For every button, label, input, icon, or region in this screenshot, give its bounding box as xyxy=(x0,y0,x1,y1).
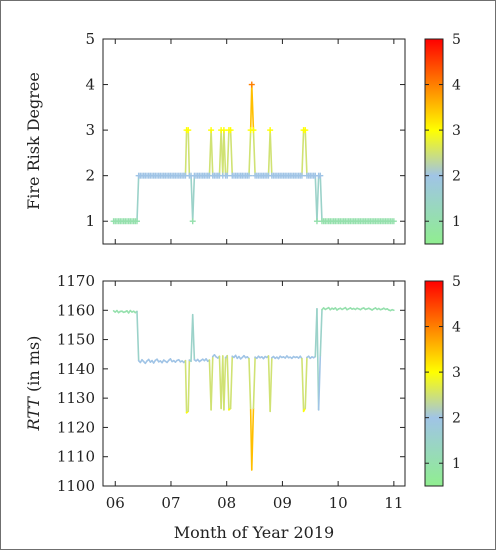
colorbar-tick-label: 1 xyxy=(452,214,461,230)
x-axis-label: Month of Year 2019 xyxy=(174,523,334,542)
y-tick-label: 1140 xyxy=(57,360,95,378)
y-tick-label: 2 xyxy=(85,167,95,185)
rtt-line xyxy=(112,306,395,471)
colorbar-tick-label: 2 xyxy=(452,411,461,427)
x-tick-label: 06 xyxy=(106,494,125,512)
data-point xyxy=(224,172,231,179)
line-segment xyxy=(248,357,252,411)
line-segment xyxy=(252,356,256,410)
line-segment xyxy=(136,174,140,223)
line-segment xyxy=(319,308,323,357)
line-segment xyxy=(184,129,188,177)
colorbar-tick-label: 3 xyxy=(452,123,461,139)
x-tick-label: 07 xyxy=(161,494,180,512)
fire-risk-colorbar-ticks: 1 2 3 4 5 xyxy=(425,32,461,230)
line-segment xyxy=(191,174,196,223)
data-point xyxy=(245,172,252,179)
line-segment xyxy=(316,174,320,223)
data-point xyxy=(390,218,397,225)
y-tick-label: 1170 xyxy=(57,272,95,290)
rtt-y-axis-label: RTT (in ms) xyxy=(24,336,43,432)
line-segment xyxy=(229,355,234,410)
line-segment xyxy=(301,357,305,413)
line-segment xyxy=(191,313,196,361)
fire-risk-y-ticks: 1 2 3 4 5 xyxy=(85,30,405,244)
line-segment xyxy=(210,129,214,177)
y-tick-label: 3 xyxy=(85,121,95,139)
y-tick-label: 1110 xyxy=(57,448,95,466)
data-point xyxy=(133,218,140,225)
rtt-colorbar xyxy=(424,280,444,487)
data-point xyxy=(250,127,257,134)
line-segment xyxy=(319,174,323,223)
colorbar-tick-label: 4 xyxy=(452,320,461,336)
y-tick-label: 1160 xyxy=(57,301,95,319)
line-segment xyxy=(184,359,188,414)
line-segment xyxy=(223,129,227,177)
line-segment xyxy=(229,129,234,177)
rtt-colorbar-ticks: 1 2 3 4 5 xyxy=(425,274,461,472)
x-tick-label: 08 xyxy=(217,494,236,512)
colorbar-tick-label: 5 xyxy=(452,274,461,290)
data-point xyxy=(185,127,192,134)
colorbar-tick-label: 4 xyxy=(452,78,461,94)
fire-risk-markers xyxy=(110,81,397,225)
y-tick-label: 4 xyxy=(85,76,95,94)
data-point xyxy=(248,81,255,88)
y-tick-label: 1130 xyxy=(57,389,95,407)
data-point xyxy=(313,218,320,225)
line-segment xyxy=(301,129,305,177)
line-segment xyxy=(187,129,191,177)
y-tick-label: 1120 xyxy=(57,418,95,436)
rtt-y-ticks: 1100 1110 1120 1130 1140 1150 1160 1170 xyxy=(57,272,405,495)
data-point xyxy=(189,218,196,225)
colorbar-tick-label: 1 xyxy=(452,456,461,472)
line-segment xyxy=(226,129,230,177)
line-segment xyxy=(187,359,191,413)
fire-risk-panel: 1 2 3 4 5 Fire Risk Degree 1 2 3 4 5 xyxy=(24,30,461,245)
line-segment xyxy=(136,310,140,362)
colorbar-tick-label: 2 xyxy=(452,169,461,185)
line-segment xyxy=(250,407,255,471)
line-segment xyxy=(223,356,227,411)
x-tick-label: 09 xyxy=(273,494,292,512)
data-point xyxy=(267,127,274,134)
y-tick-label: 1 xyxy=(85,212,95,230)
x-tick-label: 11 xyxy=(384,494,403,512)
line-segment xyxy=(391,308,395,312)
rtt-x-ticks: 06 07 08 09 10 11 xyxy=(106,281,403,512)
line-segment xyxy=(210,355,214,411)
line-segment xyxy=(248,129,252,177)
line-segment xyxy=(252,129,256,177)
line-segment xyxy=(304,356,308,410)
fire-risk-colorbar xyxy=(424,38,444,245)
fire-risk-plot-area xyxy=(102,38,406,245)
x-tick-label: 10 xyxy=(329,494,348,512)
data-point xyxy=(220,127,227,134)
data-point xyxy=(208,127,215,134)
data-point xyxy=(302,127,309,134)
fire-risk-y-axis-label: Fire Risk Degree xyxy=(24,72,43,210)
data-point xyxy=(227,127,234,134)
data-point xyxy=(317,172,324,179)
line-segment xyxy=(269,129,273,177)
y-tick-label: 1100 xyxy=(57,477,95,495)
line-segment xyxy=(317,354,322,411)
colorbar-tick-label: 5 xyxy=(452,32,461,48)
line-segment xyxy=(269,356,273,413)
line-segment xyxy=(250,83,255,131)
y-tick-label: 1150 xyxy=(57,331,95,349)
line-segment xyxy=(304,129,308,177)
data-point xyxy=(298,172,305,179)
line-segment xyxy=(226,354,230,411)
y-tick-label: 5 xyxy=(85,30,95,48)
colorbar-tick-label: 3 xyxy=(452,365,461,381)
